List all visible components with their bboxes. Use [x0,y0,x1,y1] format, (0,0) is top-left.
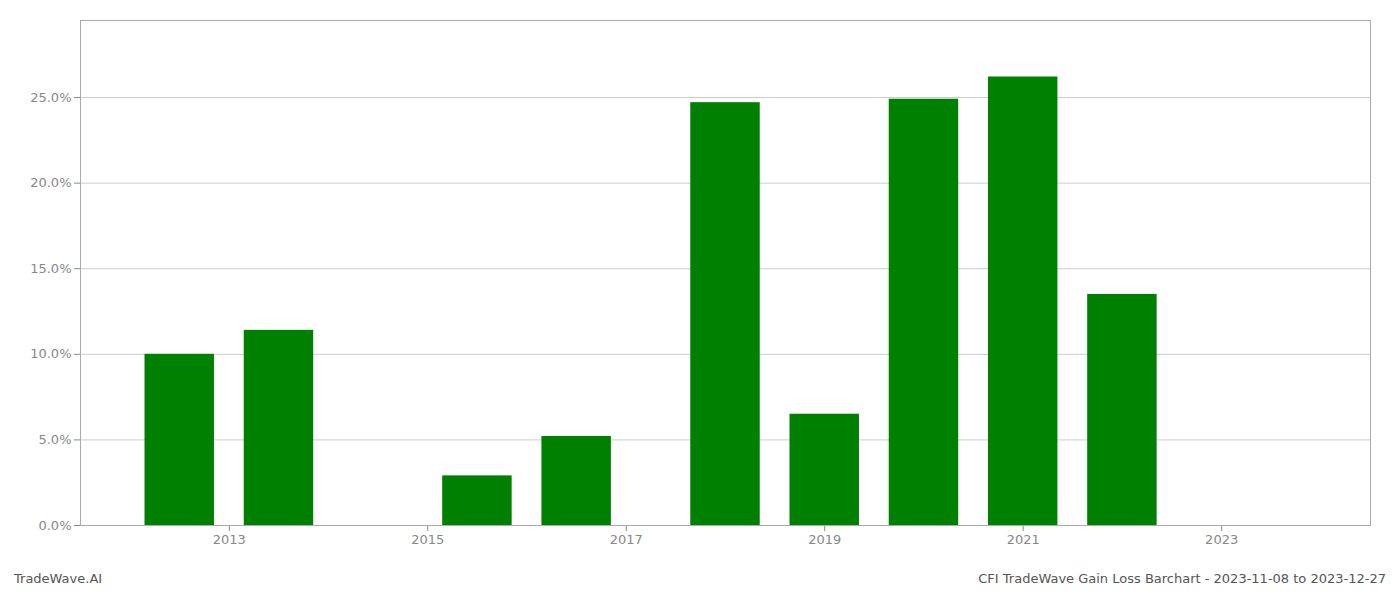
svg-text:20.0%: 20.0% [30,175,71,190]
svg-text:2023: 2023 [1205,532,1238,547]
svg-text:2015: 2015 [411,532,444,547]
html-text:TradeWave.AI: TradeWave.AI [14,571,103,586]
svg-text:2021: 2021 [1007,532,1040,547]
svg-text:2019: 2019 [808,532,841,547]
html-text:CFI TradeWave Gain Loss Barcha: CFI TradeWave Gain Loss Barchart - 2023-… [978,571,1386,586]
svg-text:2017: 2017 [610,532,643,547]
svg-text:15.0%: 15.0% [30,261,71,276]
svg-text:0.0%: 0.0% [38,518,71,533]
svg-text:10.0%: 10.0% [30,346,71,361]
svg-text:25.0%: 25.0% [30,90,71,105]
svg-text:2013: 2013 [213,532,246,547]
svg-text:5.0%: 5.0% [38,432,71,447]
